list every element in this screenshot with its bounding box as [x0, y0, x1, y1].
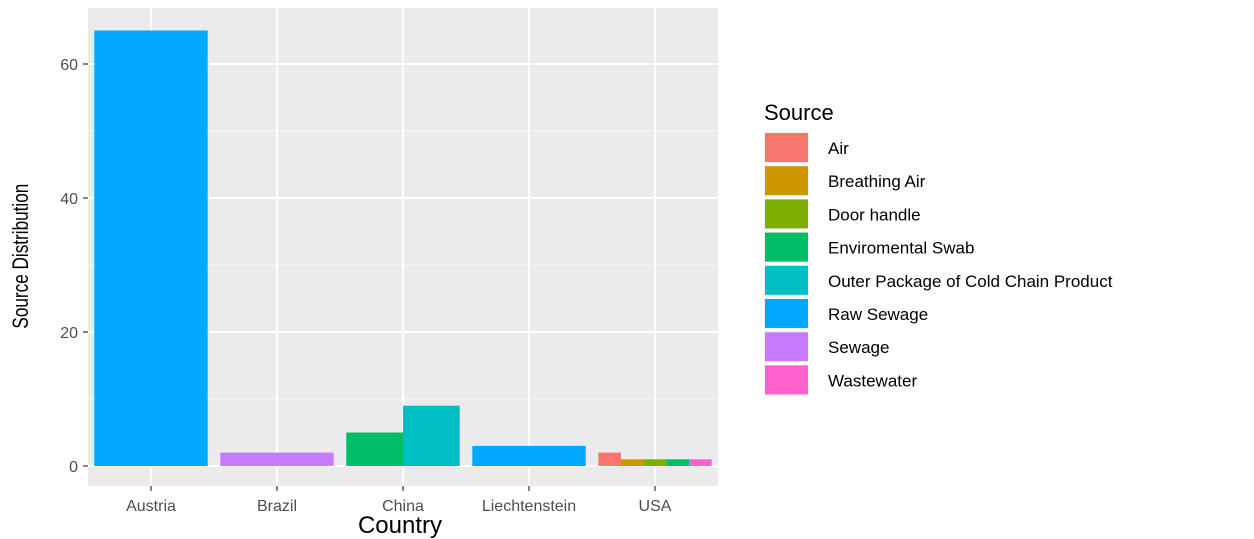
legend-swatch	[765, 265, 808, 295]
legend-label: Raw Sewage	[828, 305, 928, 324]
y-axis-title: Source Distribution	[9, 184, 34, 329]
x-tick-label: USA	[639, 498, 672, 515]
legend-title: Source	[764, 100, 834, 125]
legend-label: Outer Package of Cold Chain Product	[828, 272, 1113, 291]
y-tick-label: 0	[69, 459, 78, 476]
legend-label: Wastewater	[828, 371, 917, 390]
x-tick-label: China	[382, 498, 424, 515]
bar-liechtenstein-raw-sewage	[472, 445, 586, 466]
legend-swatch	[765, 232, 808, 262]
x-axis: Austria Brazil China Liechtenstein USA	[126, 486, 672, 515]
legend-label: Air	[828, 139, 849, 158]
legend: Source Air Breathing Air Door handle Enviro…	[764, 100, 1113, 396]
bar-usa-enviromental-swab	[666, 459, 690, 466]
legend-swatch	[765, 332, 808, 362]
legend-items: Air Breathing Air Door handle Enviromental …	[764, 132, 1113, 396]
x-tick-label: Liechtenstein	[482, 498, 576, 515]
bar-usa-breathing-air	[620, 459, 644, 466]
bar-china-enviromental-swab	[346, 432, 403, 466]
bar-usa-air	[598, 452, 621, 466]
bar-china-outer-package-of-cold-chain-product	[403, 405, 460, 466]
y-axis: 0 20 40 60	[60, 57, 88, 476]
bar-usa-wastewater	[689, 459, 712, 466]
legend-swatch	[765, 299, 808, 328]
legend-label: Door handle	[828, 205, 921, 224]
legend-label: Breathing Air	[828, 172, 926, 191]
x-tick-label: Brazil	[257, 498, 297, 515]
bars	[94, 30, 712, 466]
bar-usa-door-handle	[643, 459, 667, 466]
y-tick-label: 40	[60, 191, 78, 208]
x-tick-label: Austria	[126, 498, 176, 515]
legend-swatch	[765, 365, 808, 395]
legend-label: Sewage	[828, 338, 889, 357]
x-axis-title: Country	[358, 512, 442, 539]
legend-label: Enviromental Swab	[828, 239, 974, 258]
legend-swatch	[765, 199, 808, 229]
legend-swatch	[765, 166, 808, 196]
legend-swatch	[765, 133, 808, 162]
bar-brazil-sewage	[220, 452, 334, 466]
y-tick-label: 20	[60, 325, 78, 342]
bar-austria-raw-sewage	[94, 30, 208, 466]
y-tick-label: 60	[60, 57, 78, 74]
